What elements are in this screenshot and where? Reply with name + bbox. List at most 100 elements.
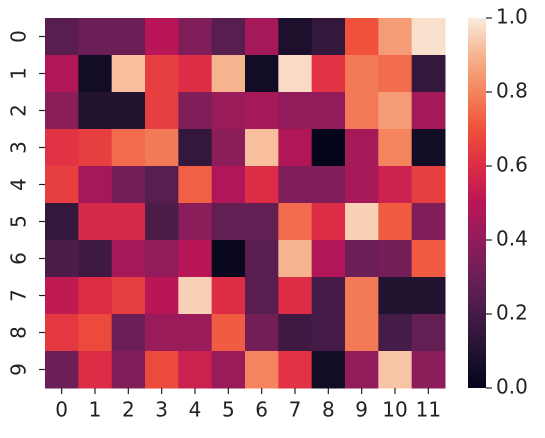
heatmap-cell <box>345 55 379 93</box>
heatmap-cell <box>178 314 213 352</box>
x-tick-label: 3 <box>155 398 168 422</box>
heatmap-cell <box>145 240 179 278</box>
heatmap-cell <box>345 92 379 130</box>
heatmap-cell <box>378 166 413 204</box>
heatmap-cell <box>278 18 313 56</box>
heatmap-cell <box>411 55 446 93</box>
heatmap-cell <box>411 203 446 241</box>
heatmap-cell <box>378 240 413 278</box>
heatmap-cell <box>145 18 179 56</box>
y-tick-label: 3 <box>7 141 31 154</box>
heatmap-cell <box>311 18 346 56</box>
heatmap-cell <box>345 314 379 352</box>
x-tick-label: 4 <box>189 398 202 422</box>
heatmap-cell <box>211 166 246 204</box>
heatmap-cell <box>245 166 279 204</box>
heatmap-cell <box>278 240 313 278</box>
x-tick-label: 11 <box>416 398 441 422</box>
heatmap-cell <box>178 203 213 241</box>
heatmap-cell <box>111 18 146 56</box>
colorbar-tick-label: 1.0 <box>496 5 528 29</box>
heatmap-cell <box>78 203 113 241</box>
y-tick-label: 2 <box>7 104 31 117</box>
heatmap-cell <box>145 203 179 241</box>
heatmap-cell <box>145 314 179 352</box>
heatmap-cell <box>411 277 446 315</box>
heatmap-cell <box>345 129 379 167</box>
colorbar-tick-label: 0.0 <box>496 375 528 399</box>
heatmap-cell <box>311 351 346 389</box>
colorbar-tick-label: 0.8 <box>496 79 528 103</box>
heatmap-cell <box>178 166 213 204</box>
heatmap-cell <box>245 351 279 389</box>
y-tick-label: 4 <box>7 178 31 191</box>
y-tick-label: 7 <box>7 289 31 302</box>
heatmap-cell <box>311 92 346 130</box>
heatmap-cell <box>178 351 213 389</box>
heatmap-cell <box>311 203 346 241</box>
heatmap-cell <box>211 92 246 130</box>
heatmap-cell <box>178 129 213 167</box>
heatmap-cell <box>245 203 279 241</box>
heatmap-cell <box>311 277 346 315</box>
heatmap-cell <box>145 92 179 130</box>
heatmap-cell <box>278 277 313 315</box>
heatmap-cell <box>245 18 279 56</box>
heatmap-cell <box>111 166 146 204</box>
y-tick-label: 1 <box>7 67 31 80</box>
heatmap-cell <box>278 129 313 167</box>
heatmap-cell <box>78 18 113 56</box>
heatmap-cell <box>345 203 379 241</box>
x-tick-label: 8 <box>322 398 335 422</box>
heatmap-cell <box>78 129 113 167</box>
heatmap-cell <box>178 240 213 278</box>
heatmap-cell <box>278 351 313 389</box>
colorbar-tick-label: 0.2 <box>496 301 528 325</box>
heatmap-cell <box>145 166 179 204</box>
heatmap-cell <box>45 351 79 389</box>
heatmap-cell <box>78 55 113 93</box>
heatmap-cell <box>211 55 246 93</box>
heatmap-cell <box>311 129 346 167</box>
heatmap-cell <box>245 55 279 93</box>
heatmap-cell <box>245 314 279 352</box>
x-tick-label: 1 <box>89 398 102 422</box>
heatmap-cell <box>211 314 246 352</box>
y-tick-label: 8 <box>7 326 31 339</box>
heatmap-cell <box>78 92 113 130</box>
x-tick-label: 5 <box>222 398 235 422</box>
heatmap-cell <box>145 277 179 315</box>
y-tick-label: 9 <box>7 363 31 376</box>
heatmap-cell <box>378 18 413 56</box>
heatmap-cell <box>311 240 346 278</box>
heatmap-cell <box>111 129 146 167</box>
heatmap-cell <box>345 18 379 56</box>
heatmap-cell <box>245 92 279 130</box>
heatmap-cell <box>411 92 446 130</box>
heatmap-cell <box>211 240 246 278</box>
heatmap-cell <box>45 129 79 167</box>
heatmap-cell <box>378 203 413 241</box>
heatmap-cell <box>345 240 379 278</box>
x-tick-label: 7 <box>289 398 302 422</box>
heatmap-cell <box>111 277 146 315</box>
heatmap-cell <box>378 277 413 315</box>
heatmap-cell <box>278 314 313 352</box>
heatmap-cell <box>111 351 146 389</box>
y-tick-label: 6 <box>7 252 31 265</box>
heatmap-cell <box>345 166 379 204</box>
x-tick-label: 0 <box>55 398 68 422</box>
heatmap-cell <box>45 203 79 241</box>
heatmap-cell <box>211 129 246 167</box>
x-tick-label: 10 <box>382 398 407 422</box>
heatmap-cell <box>411 18 446 56</box>
heatmap-cell <box>111 314 146 352</box>
heatmap-cell <box>145 55 179 93</box>
heatmap-cell <box>411 129 446 167</box>
heatmap-cell <box>411 240 446 278</box>
heatmap-cell <box>178 55 213 93</box>
heatmap-cell <box>45 277 79 315</box>
colorbar-tick-label: 0.6 <box>496 153 528 177</box>
heatmap-cell <box>178 18 213 56</box>
heatmap-cell <box>211 351 246 389</box>
